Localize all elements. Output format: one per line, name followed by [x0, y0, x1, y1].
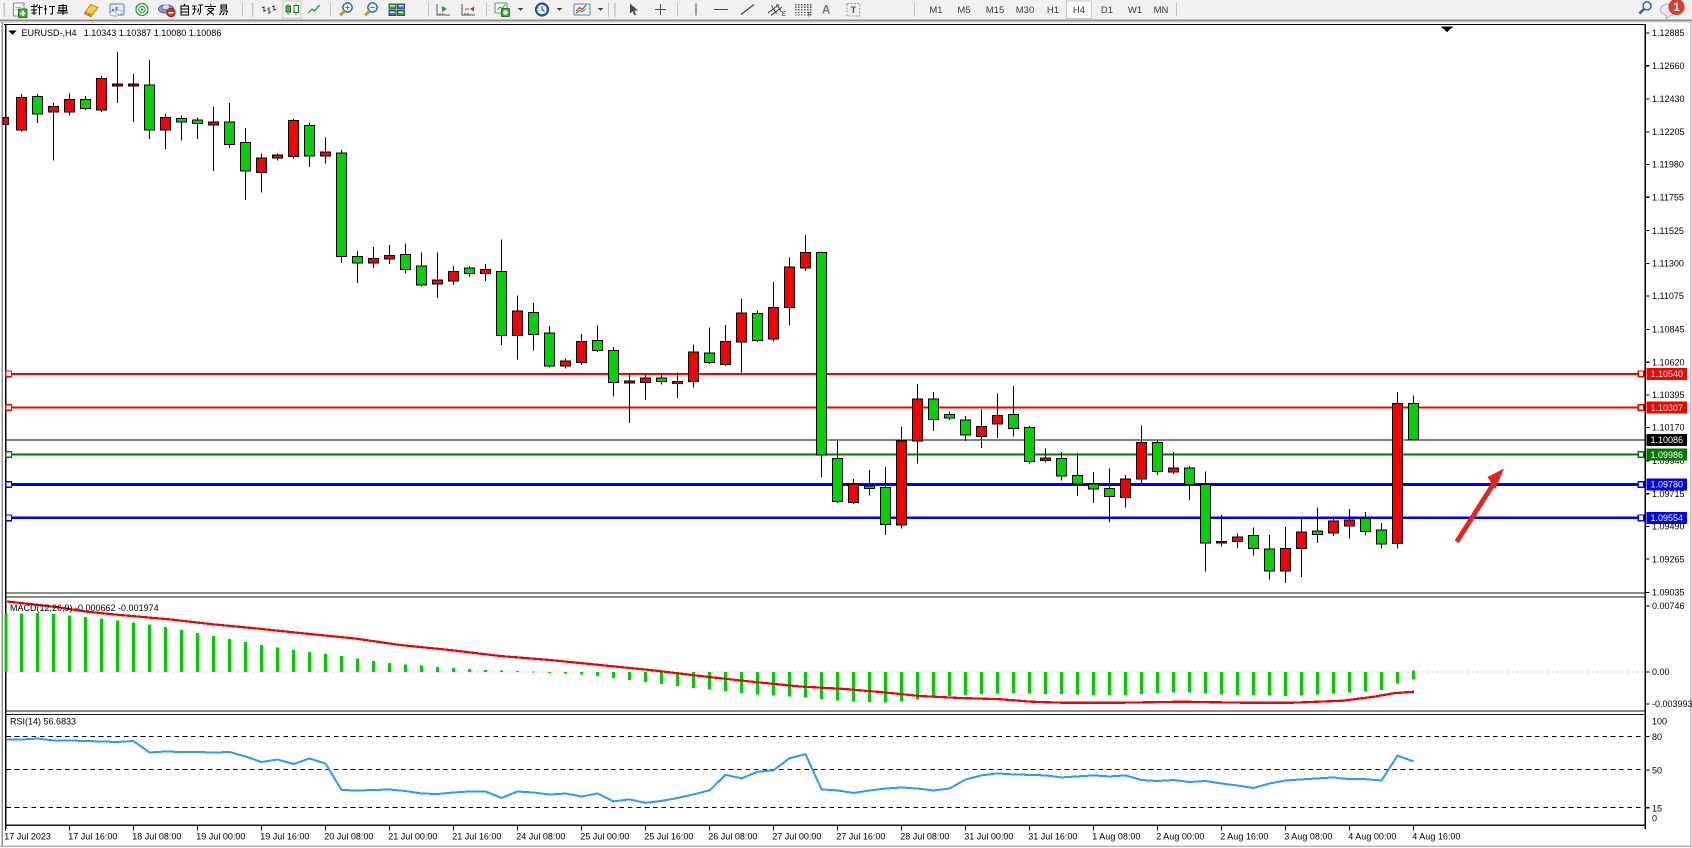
- svg-text:MN: MN: [1154, 5, 1169, 16]
- svg-text:2 Aug 00:00: 2 Aug 00:00: [1156, 832, 1204, 842]
- svg-text:15: 15: [1652, 803, 1662, 813]
- svg-text:1.10086: 1.10086: [1651, 435, 1684, 445]
- svg-text:1 Aug 08:00: 1 Aug 08:00: [1092, 832, 1140, 842]
- svg-text:M15: M15: [986, 5, 1004, 16]
- svg-text:1.09035: 1.09035: [1652, 588, 1685, 598]
- svg-text:1.10307: 1.10307: [1651, 403, 1684, 413]
- svg-text:24 Jul 08:00: 24 Jul 08:00: [516, 832, 565, 842]
- svg-text:0.00746: 0.00746: [1652, 601, 1685, 611]
- svg-text:1.12660: 1.12660: [1652, 61, 1685, 71]
- svg-text:1.09780: 1.09780: [1651, 480, 1684, 490]
- svg-text:27 Jul 16:00: 27 Jul 16:00: [836, 832, 885, 842]
- svg-text:19 Jul 00:00: 19 Jul 00:00: [196, 832, 245, 842]
- svg-text:31 Jul 00:00: 31 Jul 00:00: [964, 832, 1013, 842]
- svg-text:H4: H4: [1073, 5, 1085, 16]
- svg-text:1.09554: 1.09554: [1651, 513, 1684, 523]
- svg-text:4 Aug 00:00: 4 Aug 00:00: [1348, 832, 1396, 842]
- svg-text:0.00: 0.00: [1652, 667, 1670, 677]
- svg-text:1.11525: 1.11525: [1652, 226, 1684, 236]
- svg-text:80: 80: [1652, 732, 1662, 742]
- svg-text:T: T: [851, 5, 857, 16]
- svg-text:100: 100: [1652, 716, 1667, 726]
- svg-text:1.09490: 1.09490: [1652, 522, 1685, 532]
- svg-text:4 Aug 16:00: 4 Aug 16:00: [1412, 832, 1460, 842]
- svg-text:1.09940: 1.09940: [1652, 456, 1685, 466]
- svg-text:F: F: [808, 13, 812, 19]
- svg-text:1.11300: 1.11300: [1652, 259, 1684, 269]
- svg-text:25 Jul 00:00: 25 Jul 00:00: [580, 832, 629, 842]
- svg-text:26 Jul 08:00: 26 Jul 08:00: [708, 832, 757, 842]
- svg-text:17 Jul 16:00: 17 Jul 16:00: [68, 832, 117, 842]
- svg-text:1.12205: 1.12205: [1652, 127, 1685, 137]
- svg-text:18 Jul 08:00: 18 Jul 08:00: [132, 832, 181, 842]
- svg-text:31 Jul 16:00: 31 Jul 16:00: [1028, 832, 1077, 842]
- svg-text:1.11075: 1.11075: [1652, 291, 1684, 301]
- svg-text:1.10540: 1.10540: [1651, 369, 1684, 379]
- svg-text:M5: M5: [957, 5, 970, 16]
- svg-text:1.12430: 1.12430: [1652, 94, 1685, 104]
- svg-text:1.11755: 1.11755: [1652, 192, 1684, 202]
- svg-text:50: 50: [1652, 766, 1662, 776]
- svg-text:H1: H1: [1047, 5, 1059, 16]
- svg-text:1.09715: 1.09715: [1652, 489, 1685, 499]
- svg-text:M30: M30: [1016, 5, 1034, 16]
- svg-text:RSI(14) 56.6833: RSI(14) 56.6833: [10, 717, 76, 727]
- svg-text:21 Jul 16:00: 21 Jul 16:00: [452, 832, 501, 842]
- svg-text:19 Jul 16:00: 19 Jul 16:00: [260, 832, 309, 842]
- svg-text:1.10620: 1.10620: [1652, 357, 1685, 367]
- svg-text:MACD(12,26,9) -0.000662 -0.001: MACD(12,26,9) -0.000662 -0.001974: [10, 603, 159, 613]
- svg-text:D1: D1: [1101, 5, 1113, 16]
- svg-text:25 Jul 16:00: 25 Jul 16:00: [644, 832, 693, 842]
- svg-text:27 Jul 00:00: 27 Jul 00:00: [772, 832, 821, 842]
- svg-text:EURUSD-,H4: EURUSD-,H4: [22, 28, 77, 38]
- svg-text:W1: W1: [1128, 5, 1142, 16]
- svg-text:3 Aug 08:00: 3 Aug 08:00: [1284, 832, 1332, 842]
- svg-text:2 Aug 16:00: 2 Aug 16:00: [1220, 832, 1268, 842]
- svg-text:0: 0: [1652, 814, 1657, 824]
- svg-text:1.11980: 1.11980: [1652, 160, 1684, 170]
- svg-text:-0.003993: -0.003993: [1652, 699, 1692, 709]
- svg-text:A: A: [822, 5, 830, 17]
- svg-text:1: 1: [1673, 2, 1680, 14]
- svg-text:21 Jul 00:00: 21 Jul 00:00: [388, 832, 437, 842]
- svg-text:1.09986: 1.09986: [1651, 450, 1684, 460]
- svg-text:20 Jul 08:00: 20 Jul 08:00: [324, 832, 373, 842]
- svg-text:1.12885: 1.12885: [1652, 28, 1685, 38]
- svg-text:1.10395: 1.10395: [1652, 390, 1685, 400]
- svg-text:M1: M1: [929, 5, 942, 16]
- svg-text:1.10845: 1.10845: [1652, 325, 1685, 335]
- svg-text:E: E: [782, 12, 786, 18]
- svg-text:17 Jul 2023: 17 Jul 2023: [4, 832, 51, 842]
- svg-text:1.10343 1.10387 1.10080 1.1008: 1.10343 1.10387 1.10080 1.10086: [84, 28, 222, 38]
- svg-text:1.09265: 1.09265: [1652, 554, 1685, 564]
- svg-text:1.10170: 1.10170: [1652, 423, 1685, 433]
- svg-text:28 Jul 08:00: 28 Jul 08:00: [900, 832, 949, 842]
